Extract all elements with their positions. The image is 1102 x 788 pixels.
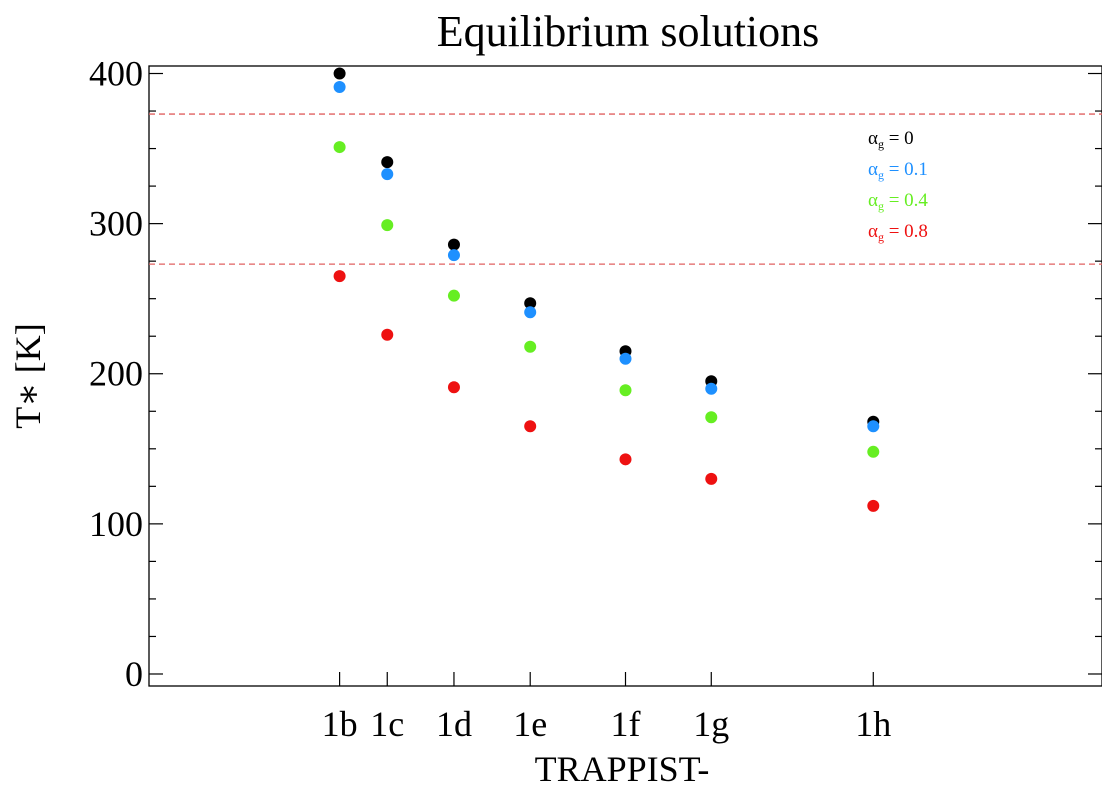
data-point	[381, 219, 394, 232]
legend-entry: αg = 0.4	[868, 190, 928, 213]
data-points	[333, 67, 880, 512]
x-axis: 1b 1c 1d 1e 1f 1g 1h	[322, 672, 891, 744]
series-2	[333, 141, 880, 458]
data-point	[447, 249, 460, 262]
data-point	[705, 411, 718, 424]
data-point	[381, 328, 394, 341]
x-axis-label: TRAPPIST-	[535, 749, 710, 788]
data-point	[447, 381, 460, 394]
data-point	[705, 382, 718, 395]
data-point	[619, 352, 632, 365]
x-tick-label: 1b	[322, 704, 358, 744]
data-point	[524, 340, 537, 353]
x-tick-label: 1g	[693, 704, 729, 744]
data-point	[333, 270, 346, 283]
series-3	[333, 270, 880, 512]
legend-entry: αg = 0.1	[868, 159, 928, 182]
x-tick-label: 1d	[436, 704, 472, 744]
y-tick-label: 100	[89, 504, 143, 544]
legend-entry: αg = 0	[868, 128, 914, 151]
data-point	[524, 420, 537, 433]
data-point	[447, 238, 460, 251]
data-point	[381, 156, 394, 169]
data-point	[619, 453, 632, 466]
y-tick-label: 300	[89, 204, 143, 244]
y-tick-label: 200	[89, 354, 143, 394]
x-tick-label: 1c	[370, 704, 404, 744]
data-point	[333, 67, 346, 80]
y-axis-label: T∗ [K]	[8, 323, 48, 428]
legend-entry: αg = 0.8	[868, 221, 928, 244]
data-point	[524, 297, 537, 310]
data-point	[333, 141, 346, 154]
data-point	[619, 384, 632, 397]
data-point	[867, 499, 880, 512]
series-0	[333, 67, 880, 428]
series-1	[333, 81, 880, 433]
data-point	[867, 445, 880, 458]
data-point	[447, 289, 460, 302]
y-axis: 0 100 200 300 400	[89, 54, 1102, 694]
data-point	[333, 81, 346, 94]
reference-lines	[149, 113, 1102, 265]
y-tick-label: 400	[89, 54, 143, 94]
x-tick-label: 1e	[513, 704, 547, 744]
legend: αg = 0 αg = 0.1 αg = 0.4 αg = 0.8	[868, 128, 928, 244]
x-tick-label: 1f	[611, 704, 641, 744]
x-tick-label: 1h	[855, 704, 891, 744]
data-point	[524, 306, 537, 319]
data-point	[705, 472, 718, 485]
data-point	[381, 168, 394, 181]
y-tick-label: 0	[125, 654, 143, 694]
data-point	[867, 420, 880, 433]
plot-frame	[148, 65, 1102, 687]
chart-title: Equilibrium solutions	[437, 7, 820, 56]
